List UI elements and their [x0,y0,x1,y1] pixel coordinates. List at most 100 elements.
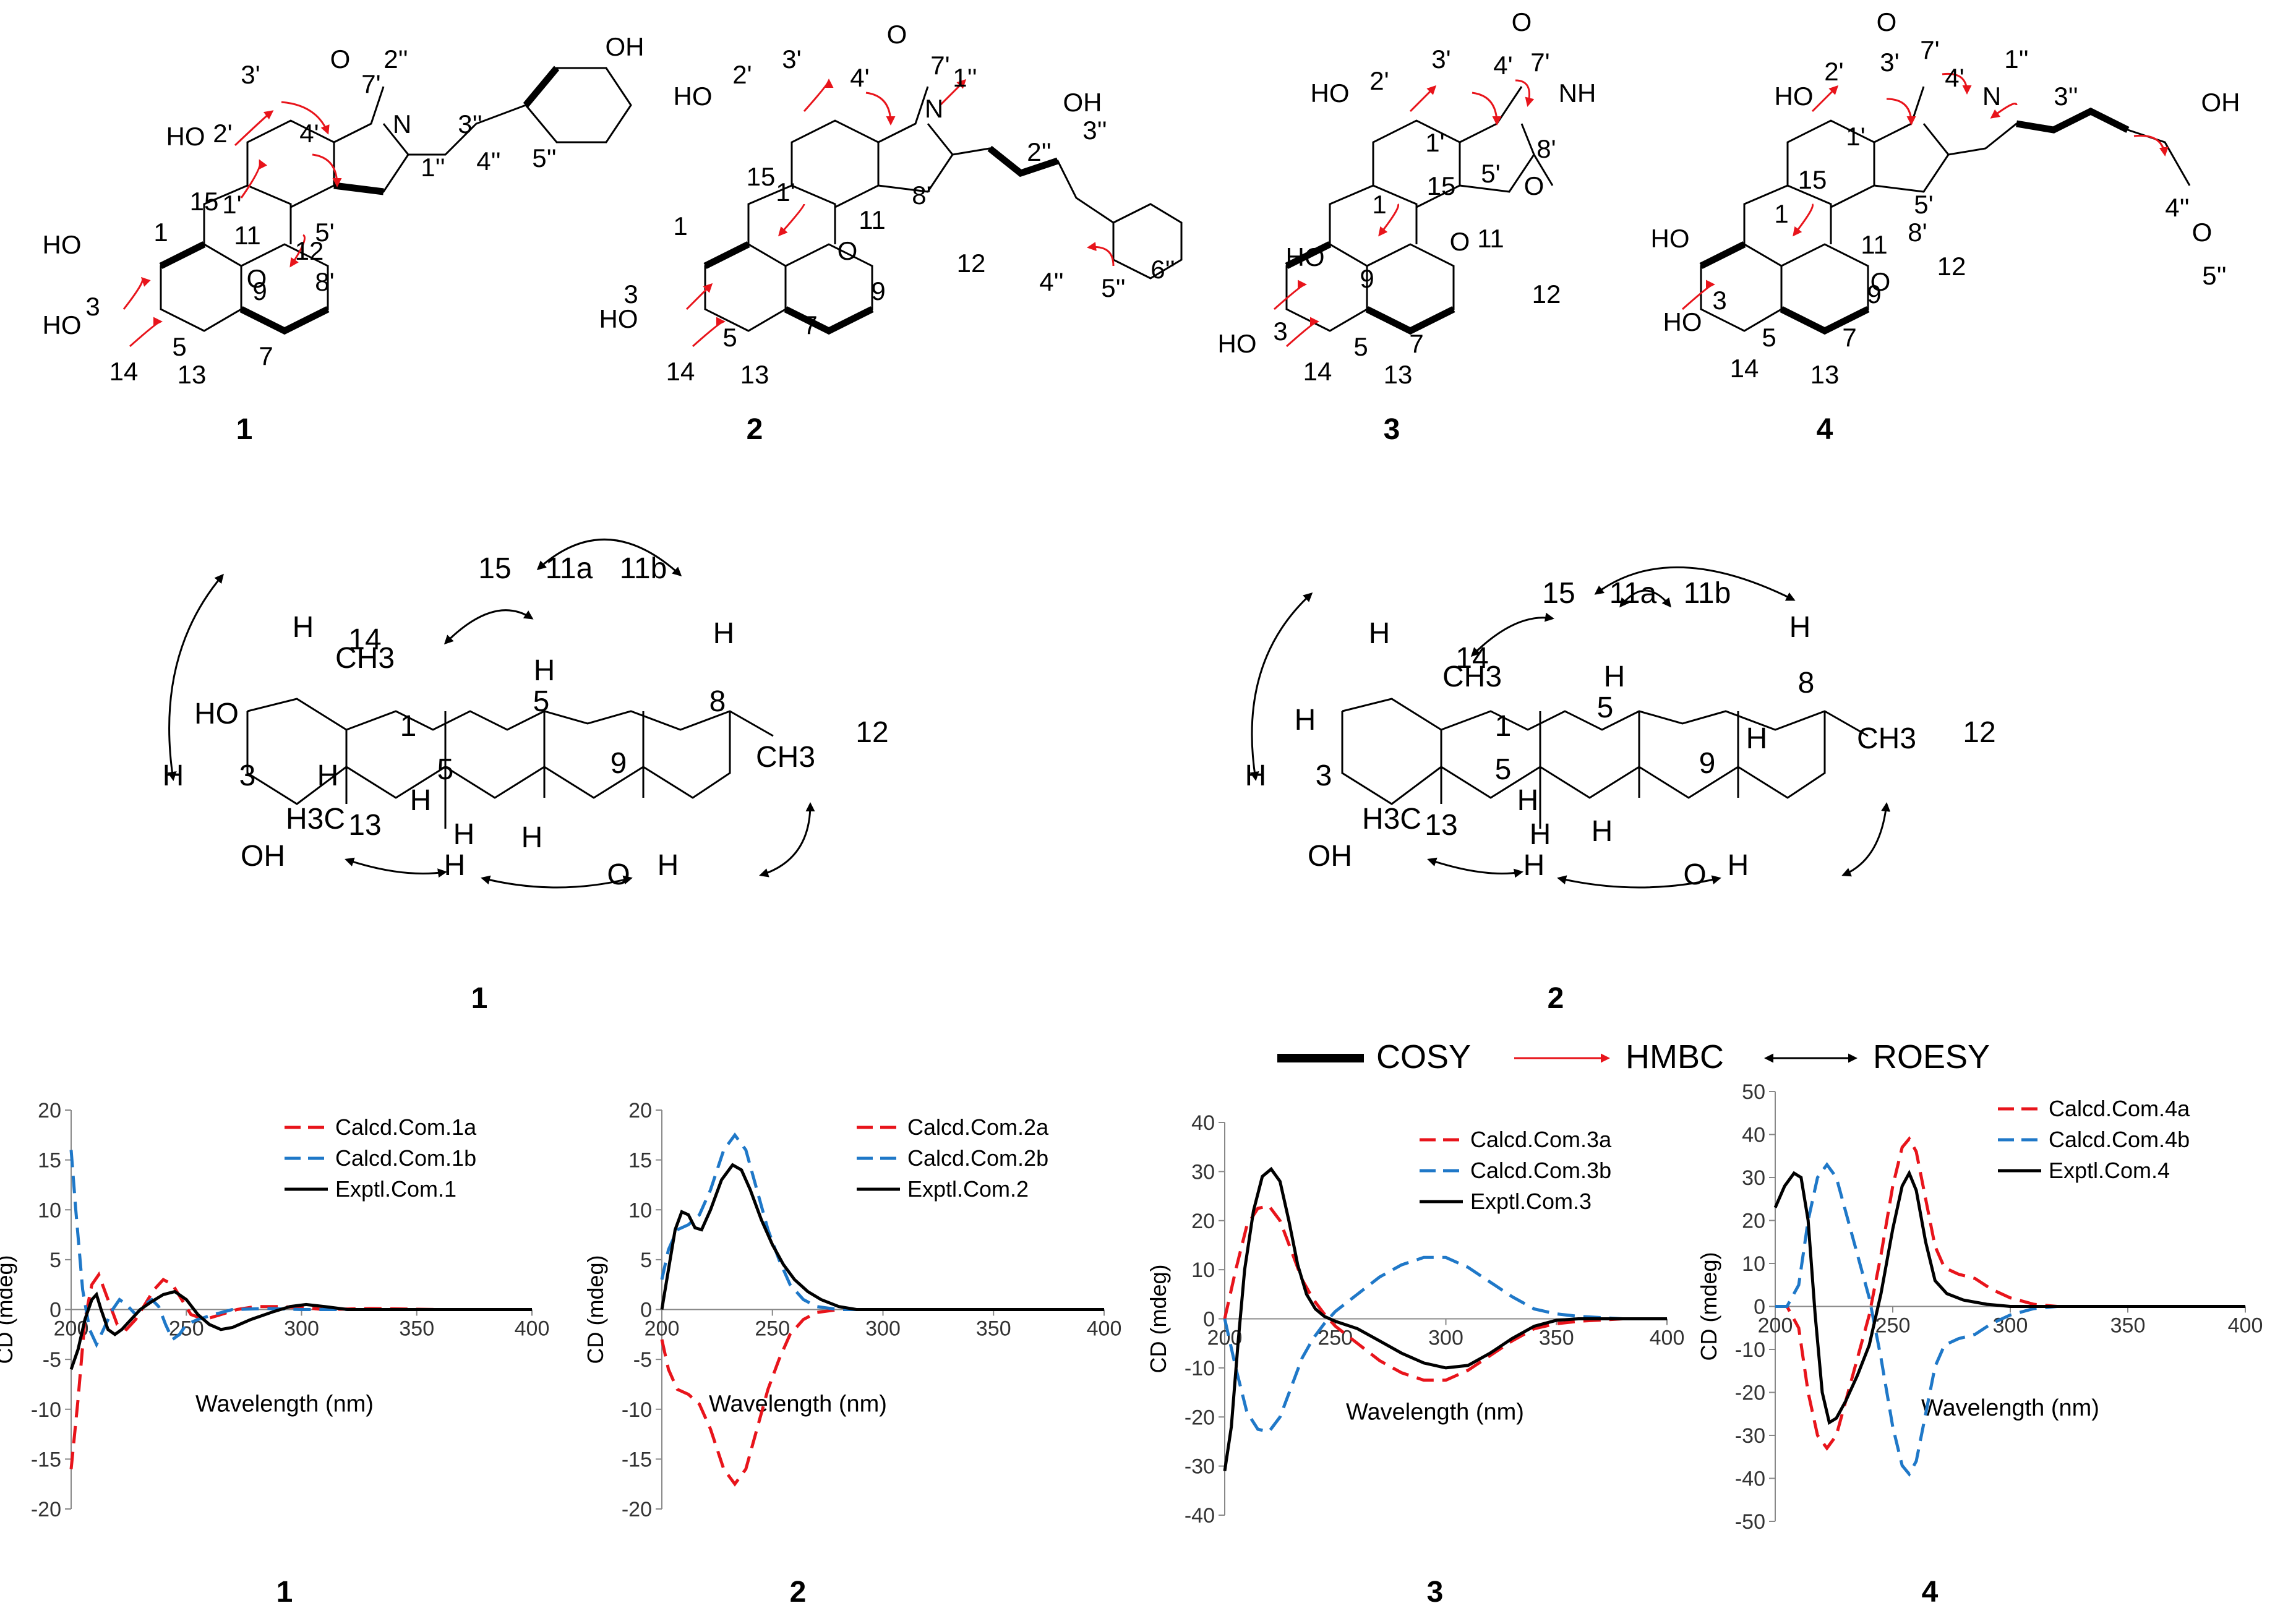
conformation-atom-label: 3 [239,759,256,792]
x-tick-label: 400 [2228,1314,2263,1338]
chart-caption: 2 [790,1576,807,1609]
cosy-bond [523,66,560,108]
conformation-atom-label: H [1369,617,1390,650]
atom-label: 1'' [2004,45,2028,74]
y-tick-label: -20 [622,1498,652,1521]
x-tick-label: 350 [1539,1327,1574,1350]
series-line-1 [1775,1136,2245,1451]
atom-label: HO [1663,307,1702,336]
x-tick-label: 400 [515,1317,550,1341]
hmbc-arrow [1990,103,2018,119]
y-tick-label: 40 [1191,1111,1215,1135]
y-tick-label: 15 [38,1149,61,1173]
atom-label: 6'' [1150,255,1175,284]
y-tick-label: 5 [49,1249,61,1272]
atom-label: 1 [153,218,168,247]
atom-label: 4' [850,63,869,92]
y-tick-label: 30 [1191,1160,1215,1184]
atom-label: 3 [1273,317,1287,346]
y-tick-label: 50 [1742,1080,1765,1104]
atom-label: 3' [1431,45,1450,74]
conformation-atom-label: H [410,784,432,817]
hmbc-arrow [240,159,268,199]
atom-label: 9 [1867,280,1881,309]
conformation-atom-label: 5 [533,685,550,718]
atom-label: 11 [859,205,886,234]
series-line-3 [1773,1169,2245,1425]
roesy-arrow [443,609,534,645]
hmbc-arrow [778,203,805,237]
conformation-atom-label: H [444,849,466,882]
roesy-arrow [481,875,633,889]
conformation-atom-label: H [317,759,339,792]
bond-path [1459,123,1535,193]
legend-label: Calcd.Com.3a [1470,1127,1612,1152]
conformation-atom-label: OH [1308,840,1352,873]
roesy-arrow [536,538,682,577]
atom-label: OH [2201,88,2240,117]
y-axis-title: CD (mdeg) [1146,1264,1171,1373]
structure-compound-2: HO2'3'4'O7'N1''OH3''2''4'' 5''6''151' 8'11… [599,20,1183,389]
conformation-atom-label: H [163,759,184,792]
roesy-arrow [1470,612,1554,657]
atom-label: N [393,109,411,139]
conformation-atom-label: H [1728,849,1749,882]
y-axis-title: CD (mdeg) [583,1255,608,1364]
series-line-1 [69,1271,532,1469]
conformation-atom-label: H [1592,815,1613,848]
atom-label: 8' [912,181,931,210]
conformation-atom-label: 14 [348,623,381,656]
hmbc-legend-label: HMBC [1626,1038,1724,1075]
series-line-1 [1223,1204,1667,1382]
conformation-atom-label: 8 [709,685,726,718]
atom-label: HO [1311,79,1350,108]
atom-label: 5'' [2202,261,2226,290]
y-tick-label: 0 [1754,1296,1765,1319]
atom-label: 7' [1530,48,1549,77]
atom-label: O [1512,7,1532,36]
compound-number: 2 [747,413,763,446]
legend-label: Calcd.Com.1b [335,1145,476,1171]
atom-label: 7' [1920,35,1939,64]
conformation-atom-label: O [1683,858,1706,891]
hmbc-arrow [1886,98,1916,126]
series-line-2 [1223,1255,1667,1434]
x-tick-label: 250 [1318,1327,1353,1350]
hmbc-arrow [692,317,726,348]
roesy-arrow [1249,592,1313,781]
hmbc-arrow [289,234,306,268]
atom-label: O [247,264,267,293]
y-tick-label: -40 [1185,1504,1215,1528]
roesy-arrow [759,802,815,878]
conformation-atom-label: HO [194,698,239,730]
atom-label: 2'' [1027,137,1051,166]
atom-label: N [1982,82,2001,111]
atom-label: 1'' [421,153,445,182]
atom-label: 2' [213,119,232,148]
legend-label: Calcd.Com.2b [907,1145,1048,1171]
atom-label: 13 [740,360,769,389]
atom-label: O [2192,218,2213,247]
cosy-bond [1365,306,1455,335]
cosy-bond [2016,107,2130,134]
y-tick-label: -10 [31,1398,61,1422]
conformation-atom-label: H [1517,784,1539,817]
bond-path [791,119,880,208]
roesy-arrow [1841,802,1891,877]
series-line-3 [1223,1166,1667,1471]
atom-label: 1 [1372,190,1386,219]
y-axis-title: CD (mdeg) [1696,1252,1721,1361]
y-tick-label: 10 [628,1199,652,1222]
y-tick-label: 0 [49,1299,61,1322]
x-axis-title: Wavelength (nm) [709,1391,887,1417]
atom-label: 14 [109,357,139,386]
atom-label: 3'' [2054,82,2078,111]
atom-label: O [330,45,351,74]
atom-label: NH [1559,79,1596,108]
hmbc-arrow [865,92,896,126]
x-tick-label: 300 [865,1317,901,1341]
hmbc-arrow [1378,203,1400,237]
atom-label: O [1877,7,1897,36]
